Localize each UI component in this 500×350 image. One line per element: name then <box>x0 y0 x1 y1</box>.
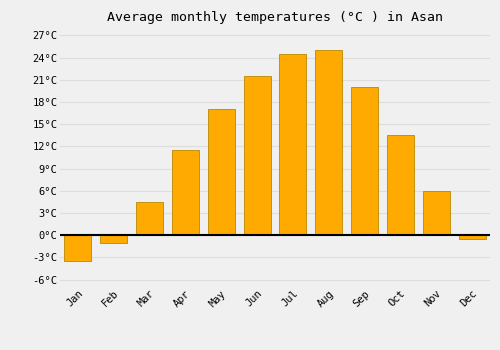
Bar <box>316 50 342 235</box>
Bar <box>244 76 270 235</box>
Bar <box>208 110 234 235</box>
Bar <box>100 235 127 243</box>
Bar <box>423 191 450 235</box>
Bar <box>458 235 485 239</box>
Bar <box>280 54 306 235</box>
Title: Average monthly temperatures (°C ) in Asan: Average monthly temperatures (°C ) in As… <box>107 11 443 24</box>
Bar <box>136 202 163 235</box>
Bar <box>64 235 92 261</box>
Bar <box>351 87 378 235</box>
Bar <box>172 150 199 235</box>
Bar <box>387 135 414 235</box>
